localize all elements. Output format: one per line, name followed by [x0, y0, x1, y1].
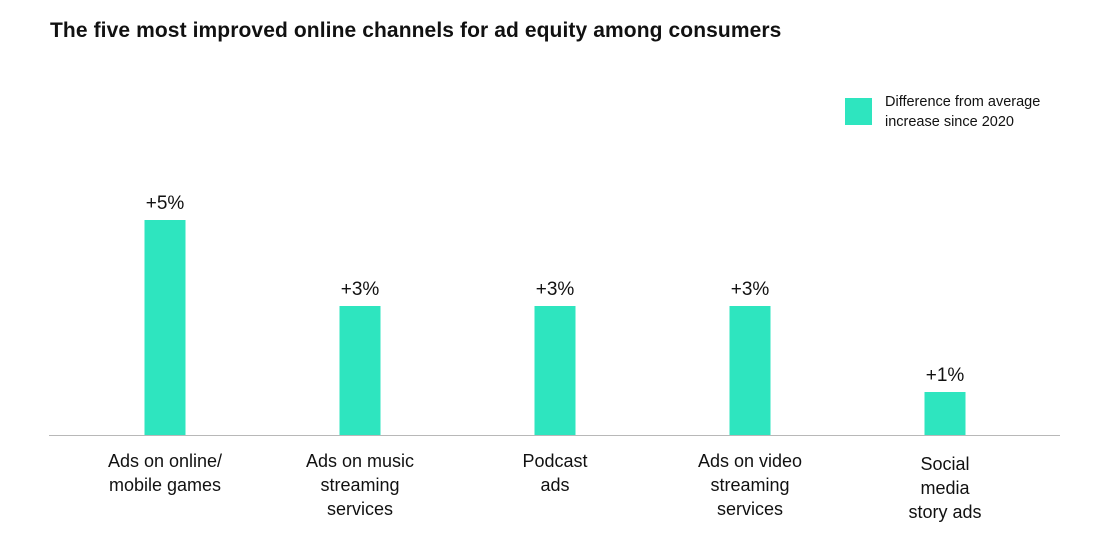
category-label-line: Ads on video [698, 451, 802, 471]
category-label: Podcast ads [522, 451, 587, 495]
legend-label: Difference from average increase since 2… [885, 94, 1041, 130]
data-label: +5% [146, 193, 185, 214]
category-label: Social media story ads [908, 454, 981, 522]
category-label-line: services [717, 499, 783, 519]
chart-title: The five most improved online channels f… [50, 19, 782, 42]
category-label-line: mobile games [109, 475, 221, 495]
data-label: +3% [341, 279, 380, 300]
category-label-line: streaming [710, 475, 789, 495]
bar [144, 220, 186, 435]
legend: Difference from average increase since 2… [845, 92, 1085, 132]
category-label-line: streaming [320, 475, 399, 495]
category-label: Ads on online/mobile games [108, 451, 222, 495]
category-label-line: services [327, 499, 393, 519]
data-label: +3% [536, 279, 575, 300]
category-label: Ads on video streaming services [698, 451, 802, 519]
category-label-line: Ads on music [306, 451, 414, 471]
data-label: +1% [926, 365, 965, 386]
data-label: +3% [731, 279, 770, 300]
category-label-line: Podcast [522, 451, 587, 471]
category-label-line: media [920, 478, 970, 498]
bar [924, 392, 966, 435]
legend-swatch [845, 98, 872, 125]
bar [534, 306, 576, 435]
category-label: Ads on music streaming services [306, 451, 414, 519]
category-label-line: story ads [908, 502, 981, 522]
category-label-line: Social [920, 454, 969, 474]
bar [339, 306, 381, 435]
category-label-line: Ads on online/ [108, 451, 222, 471]
bar [729, 306, 771, 435]
category-label-line: ads [540, 475, 569, 495]
